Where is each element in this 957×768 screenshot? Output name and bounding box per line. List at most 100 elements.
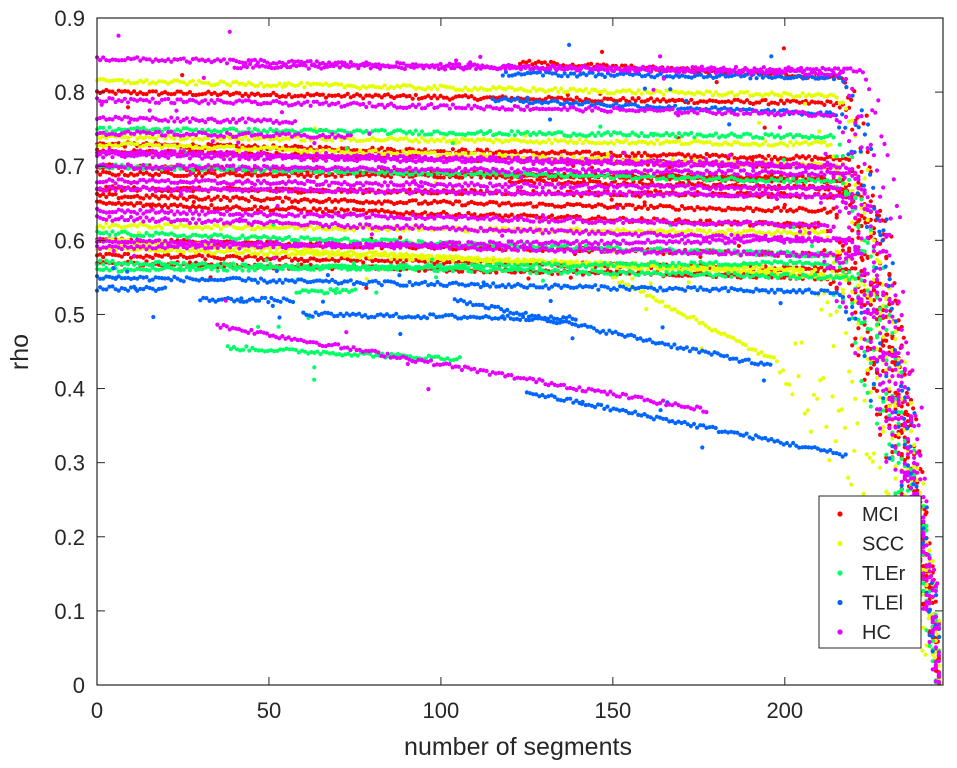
data-point bbox=[549, 141, 555, 146]
data-point bbox=[834, 95, 839, 100]
data-point bbox=[868, 199, 873, 204]
data-point bbox=[206, 195, 211, 200]
data-point bbox=[887, 271, 892, 277]
data-point bbox=[868, 217, 873, 222]
data-point bbox=[648, 96, 654, 101]
data-point bbox=[639, 153, 644, 159]
data-point bbox=[762, 125, 767, 130]
data-point bbox=[707, 89, 712, 94]
data-point bbox=[754, 100, 759, 105]
data-point bbox=[450, 96, 455, 101]
data-point bbox=[246, 137, 251, 142]
data-point bbox=[636, 150, 641, 155]
data-point bbox=[101, 89, 106, 94]
data-point bbox=[423, 254, 428, 259]
data-point bbox=[865, 367, 870, 373]
data-point bbox=[351, 93, 356, 98]
data-point bbox=[128, 91, 134, 96]
data-point bbox=[885, 332, 890, 337]
data-point bbox=[237, 148, 242, 153]
data-point bbox=[857, 217, 862, 222]
data-point bbox=[113, 91, 118, 96]
data-point bbox=[571, 151, 576, 156]
data-point bbox=[775, 101, 781, 106]
data-point bbox=[813, 267, 818, 272]
data-point bbox=[159, 226, 165, 231]
data-point bbox=[299, 144, 304, 149]
data-point bbox=[104, 194, 109, 200]
data-point bbox=[323, 250, 329, 256]
data-point bbox=[441, 136, 446, 141]
data-point bbox=[856, 164, 861, 169]
data-point bbox=[878, 241, 883, 246]
data-point bbox=[358, 255, 363, 260]
data-point bbox=[670, 227, 675, 232]
data-point bbox=[645, 97, 651, 103]
data-point bbox=[803, 139, 808, 144]
data-point bbox=[710, 152, 716, 157]
data-point bbox=[271, 90, 276, 95]
data-point bbox=[577, 151, 582, 156]
data-point bbox=[370, 145, 375, 150]
data-point bbox=[101, 255, 106, 260]
data-point bbox=[661, 97, 666, 102]
data-point bbox=[122, 144, 127, 149]
data-point bbox=[277, 81, 282, 86]
data-point bbox=[856, 180, 861, 185]
data-point bbox=[432, 150, 437, 155]
data-point bbox=[435, 87, 440, 92]
data-point bbox=[769, 157, 774, 162]
data-point bbox=[320, 92, 325, 97]
data-point bbox=[618, 153, 623, 158]
data-point bbox=[212, 251, 217, 256]
data-point bbox=[141, 196, 146, 201]
data-point bbox=[228, 198, 233, 203]
data-point bbox=[429, 254, 434, 259]
data-point bbox=[172, 136, 177, 141]
data-point bbox=[769, 209, 774, 214]
data-point bbox=[457, 140, 462, 145]
data-point bbox=[785, 157, 790, 162]
data-point bbox=[679, 98, 685, 103]
data-point bbox=[463, 151, 468, 156]
data-point bbox=[689, 155, 694, 160]
data-point bbox=[778, 98, 784, 103]
data-point bbox=[330, 93, 335, 98]
data-point bbox=[853, 336, 858, 341]
data-point bbox=[175, 196, 180, 201]
data-point bbox=[652, 141, 657, 147]
data-point bbox=[534, 204, 539, 209]
data-point bbox=[246, 248, 251, 254]
data-point bbox=[701, 99, 706, 104]
data-point bbox=[834, 101, 839, 106]
data-point bbox=[543, 96, 548, 101]
data-point bbox=[720, 99, 725, 104]
data-point bbox=[800, 267, 805, 272]
data-point bbox=[209, 226, 214, 231]
data-point bbox=[286, 196, 291, 201]
data-point bbox=[528, 201, 533, 206]
data-point bbox=[554, 177, 559, 182]
data-point bbox=[800, 154, 805, 159]
data-point bbox=[831, 344, 836, 349]
data-point bbox=[778, 94, 784, 99]
data-point bbox=[658, 99, 663, 104]
data-point bbox=[240, 93, 245, 99]
data-point bbox=[500, 150, 505, 155]
data-point bbox=[450, 202, 455, 207]
data-point bbox=[423, 147, 428, 152]
data-point bbox=[286, 92, 291, 97]
data-point bbox=[822, 206, 827, 211]
data-point bbox=[602, 96, 607, 101]
data-point bbox=[218, 226, 223, 232]
data-point bbox=[710, 93, 716, 98]
data-point bbox=[308, 173, 313, 178]
data-point bbox=[150, 89, 155, 94]
data-point bbox=[488, 87, 493, 92]
data-point bbox=[345, 91, 350, 96]
data-point bbox=[816, 100, 821, 105]
data-point bbox=[351, 148, 356, 153]
data-point bbox=[785, 143, 790, 148]
data-point bbox=[849, 97, 854, 102]
